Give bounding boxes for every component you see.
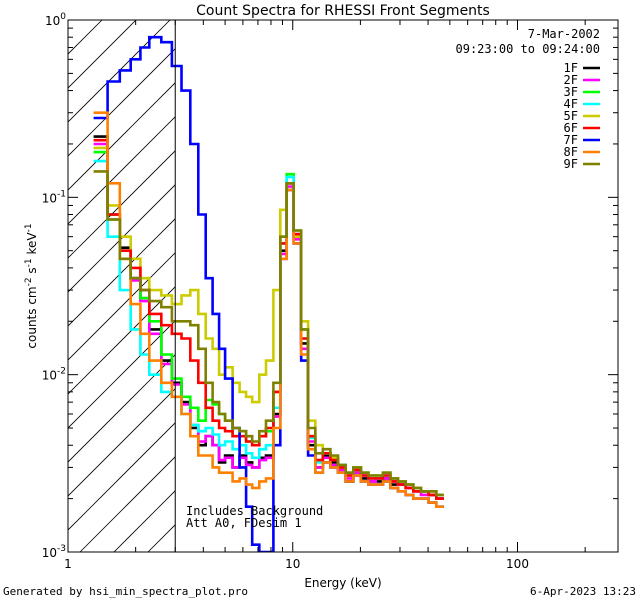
legend-label-1F: 1F [564,61,578,75]
y-tick-label: 10-3 [42,544,66,560]
hatch-line [68,388,176,497]
x-axis-label: Energy (keV) [304,576,381,590]
x-axis-ticks: 1 10 100 [64,20,586,571]
hatch-line [68,20,171,123]
annotation-line-1: Includes Background [186,504,323,518]
legend-label-6F: 6F [564,121,578,135]
hatch-line [68,252,176,361]
y-label-exp: -1 [24,223,34,232]
y-tick-label: 100 [45,12,66,28]
date-label: 7-Mar-2002 [528,27,600,41]
x-tick-label: 10 [285,557,300,571]
series-line-9F [93,170,444,497]
legend-label-3F: 3F [564,85,578,99]
hatch-line [68,184,176,293]
footer-generated-by: Generated by hsi_min_spectra_plot.pro [3,585,248,598]
chart-title: Count Spectra for RHESSI Front Segments [196,3,490,19]
y-label-exp: -1 [24,258,34,267]
time-range-label: 09:23:00 to 09:24:00 [456,42,601,56]
y-axis-label: counts cm-2 s-1 keV-1 [24,223,39,348]
hatch-line [68,422,176,531]
hatch-line [68,218,176,327]
legend-label-7F: 7F [564,133,578,147]
series-lines [93,35,444,552]
y-label-part: counts cm [25,286,39,348]
legend-label-8F: 8F [564,145,578,159]
legend-label-5F: 5F [564,109,578,123]
legend-label-9F: 9F [564,157,578,171]
legend-label-2F: 2F [564,73,578,87]
hatch-line [68,48,176,157]
y-label-part: s [25,267,39,277]
y-label-exp: -2 [24,277,34,286]
y-label-part: keV [25,232,39,259]
x-tick-label: 1 [64,557,72,571]
footer-timestamp: 6-Apr-2023 13:23 [530,585,636,598]
plot-frame [67,19,619,553]
y-tick-label: 10-1 [42,189,66,205]
legend-label-4F: 4F [564,97,578,111]
annotation-line-2: Att A0, FDesim 1 [186,516,302,530]
hatch-line [68,82,176,191]
y-tick-label: 10-2 [42,367,66,383]
hatch-line [79,456,176,552]
hatch-region [68,20,176,552]
x-tick-label: 100 [506,557,529,571]
y-axis-ticks: 100 10-1 10-2 10-3 [42,12,618,560]
